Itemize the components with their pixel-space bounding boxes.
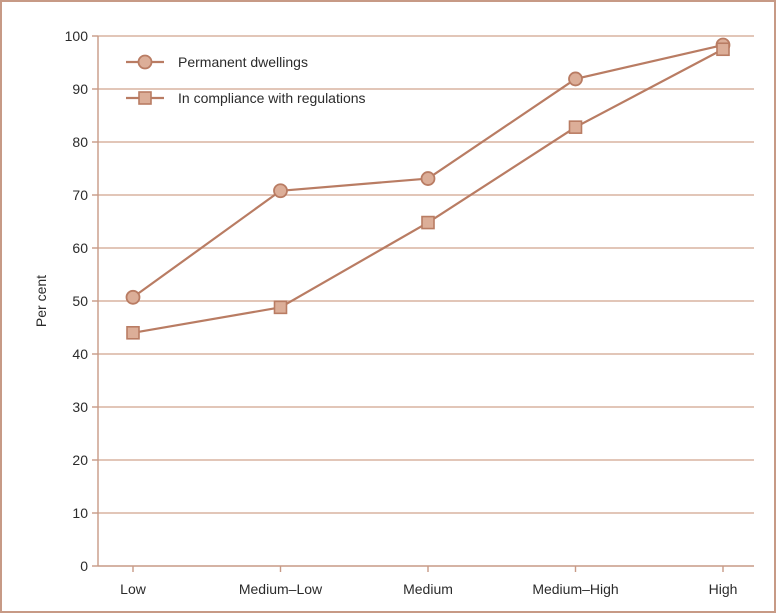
legend-label: Permanent dwellings <box>178 54 308 70</box>
legend-marker <box>137 54 153 70</box>
y-tick-labels: 0 10 20 30 40 50 60 70 80 90 100 <box>65 28 89 574</box>
y-tick-label: 40 <box>72 346 88 362</box>
series-line <box>132 43 724 299</box>
legend-marker <box>138 91 152 105</box>
x-tick-label: Medium <box>403 581 453 597</box>
legend-label: In compliance with regulations <box>178 90 366 106</box>
square-marker <box>568 120 583 134</box>
x-tick-label: Medium–High <box>532 581 618 597</box>
x-tick-label: High <box>709 581 738 597</box>
y-tick-label: 0 <box>80 558 88 574</box>
y-tick-label: 90 <box>72 81 88 97</box>
y-axis-label: Per cent <box>33 275 49 327</box>
gridlines <box>98 35 754 514</box>
square-marker <box>273 300 288 315</box>
square-marker <box>421 215 435 230</box>
y-tick-label: 70 <box>72 187 88 203</box>
y-tick-label: 100 <box>65 28 89 44</box>
x-tick-label: Low <box>120 581 147 597</box>
y-tick-label: 80 <box>72 134 88 150</box>
x-tick-labels: Low Medium–Low Medium Medium–High High <box>120 581 737 597</box>
series-1 <box>125 37 731 305</box>
square-marker <box>126 325 140 340</box>
circle-marker <box>273 183 288 199</box>
y-tick-label: 30 <box>72 399 88 415</box>
y-tick-label: 50 <box>72 293 88 309</box>
series-2 <box>126 42 730 340</box>
square-marker <box>716 42 730 57</box>
y-tick-label: 20 <box>72 452 88 468</box>
series-group <box>125 37 731 340</box>
x-tick-label: Medium–Low <box>239 581 323 597</box>
legend-item: In compliance with regulations <box>126 90 366 106</box>
legend-item: Permanent dwellings <box>126 54 308 70</box>
legend: Permanent dwellings In compliance with re… <box>126 54 366 106</box>
y-tick-label: 60 <box>72 240 88 256</box>
y-tick-label: 10 <box>72 505 88 521</box>
circle-marker <box>568 71 583 87</box>
circle-marker <box>420 171 436 186</box>
axes <box>92 35 754 572</box>
circle-marker <box>125 289 141 305</box>
